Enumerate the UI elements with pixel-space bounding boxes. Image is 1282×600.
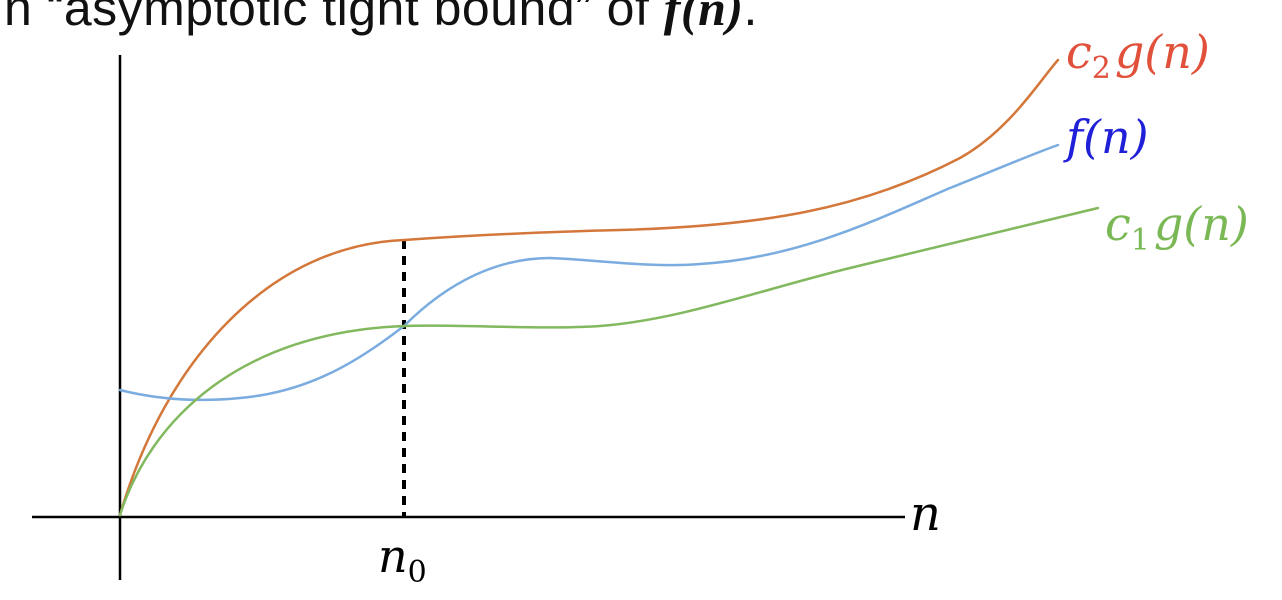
upper-bound-label-base: c (1066, 25, 1092, 79)
lower-bound-label: c1g(n) (1105, 197, 1249, 258)
caption-function: f(n) (663, 0, 744, 36)
lower-bound-label-sub: 1 (1131, 223, 1150, 258)
function-label: f(n) (1063, 110, 1149, 164)
lower-bound-label-rest: g(n) (1154, 197, 1249, 251)
threshold-label-sub: 0 (408, 555, 427, 590)
upper-bound-label: c2g(n) (1066, 25, 1210, 86)
upper-bound-label-rest: g(n) (1115, 25, 1210, 79)
caption: n “asymptotic tight bound” of f(n). (4, 0, 758, 38)
caption-suffix: . (743, 0, 758, 36)
threshold-label-base: n (378, 529, 408, 583)
function-curve (118, 143, 1060, 402)
caption-prefix: n “asymptotic tight bound” of (4, 0, 664, 36)
lower-bound-curve (118, 206, 1100, 517)
lower-bound-label-base: c (1105, 197, 1131, 251)
upper-bound-label-sub: 2 (1092, 51, 1111, 86)
threshold-label: n0 (378, 529, 427, 590)
x-axis-label: n (910, 486, 941, 542)
upper-bound-curve (118, 58, 1060, 517)
